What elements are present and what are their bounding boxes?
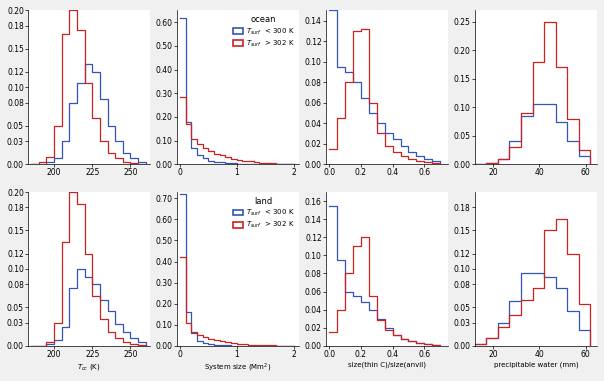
- X-axis label: $T_{cc}$ (K): $T_{cc}$ (K): [77, 362, 101, 372]
- Legend: $T_{surf}$  < 300 K, $T_{surf}$  > 302 K: $T_{surf}$ < 300 K, $T_{surf}$ > 302 K: [231, 195, 296, 232]
- X-axis label: System size (Mm$^2$): System size (Mm$^2$): [205, 362, 272, 374]
- Legend: $T_{surf}$  < 300 K, $T_{surf}$  > 302 K: $T_{surf}$ < 300 K, $T_{surf}$ > 302 K: [231, 14, 296, 50]
- X-axis label: precipitable water (mm): precipitable water (mm): [493, 362, 578, 368]
- X-axis label: size(thin C)/size(anvil): size(thin C)/size(anvil): [348, 362, 426, 368]
